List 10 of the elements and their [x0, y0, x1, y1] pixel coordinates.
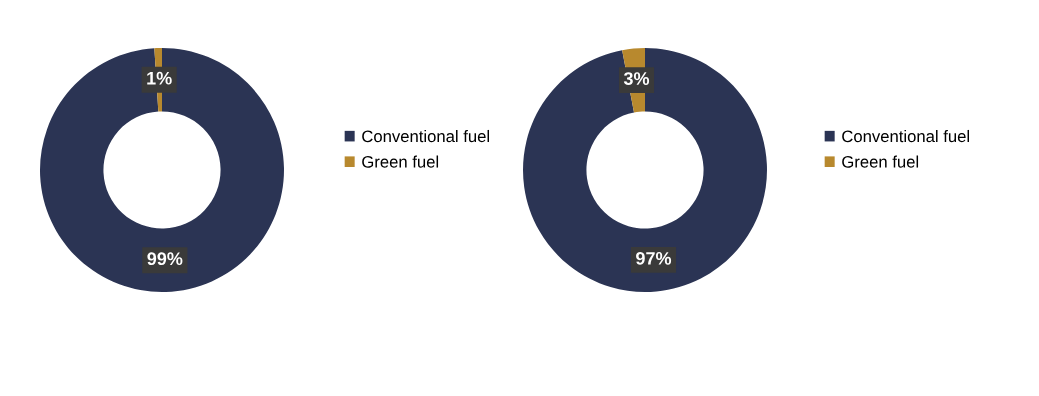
- data-label: 3%: [623, 72, 650, 85]
- legend-label: Conventional fuel: [362, 129, 490, 143]
- legend-label: Green fuel: [362, 155, 439, 168]
- legend-label: Green fuel: [842, 155, 919, 168]
- data-label: 97%: [636, 251, 672, 265]
- data-label: 1%: [147, 71, 172, 85]
- legend-label: Conventional fuel: [842, 129, 970, 143]
- donut-slice: [523, 48, 767, 292]
- data-label: 99%: [147, 252, 183, 266]
- donut-slice: [40, 48, 284, 292]
